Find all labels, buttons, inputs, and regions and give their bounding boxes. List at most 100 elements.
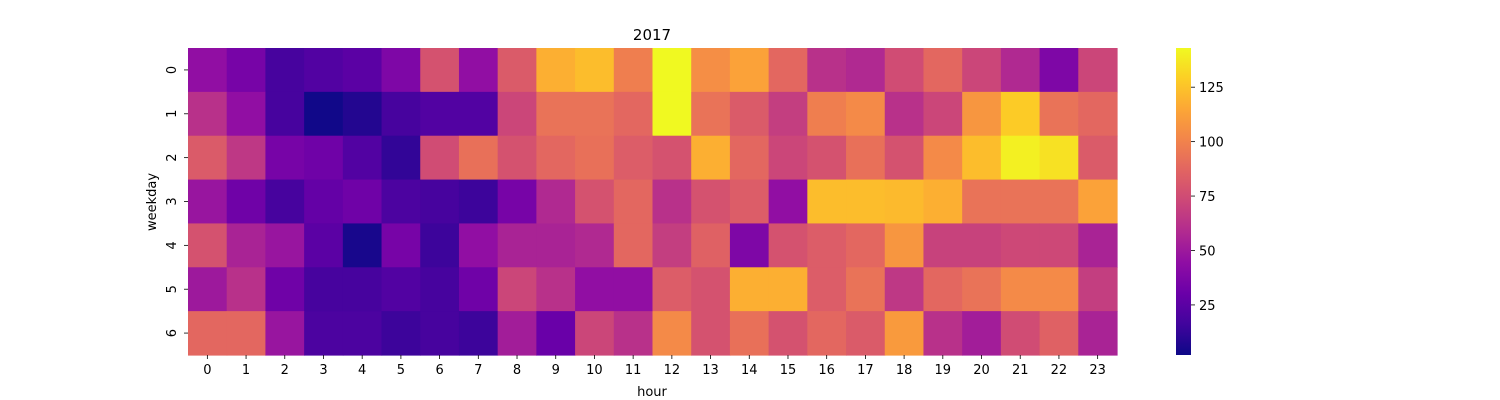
- heatmap-cell-6-13: [691, 311, 731, 356]
- heatmap-cell-2-16: [807, 135, 847, 181]
- heatmap-cell-1-23: [1078, 91, 1118, 137]
- heatmap-cell-1-12: [652, 91, 692, 137]
- heatmap-cell-4-12: [652, 223, 692, 268]
- y-axis: 0 1 2 3 4 5 6: [165, 66, 188, 337]
- heatmap-cell-6-2: [265, 311, 305, 356]
- heatmap-cell-3-9: [536, 179, 576, 225]
- heatmap-cell-1-7: [458, 91, 499, 137]
- heatmap-cell-2-22: [1039, 135, 1079, 181]
- heatmap-cell-0-8: [497, 48, 537, 93]
- y-tick-label-0: 0: [165, 66, 180, 74]
- heatmap-cell-4-17: [846, 223, 886, 268]
- heatmap-cell-4-21: [1000, 223, 1041, 268]
- heatmap-cell-6-3: [304, 311, 344, 356]
- x-axis-label: hour: [637, 385, 667, 400]
- heatmap-cell-0-23: [1078, 48, 1118, 93]
- heatmap-cell-4-14: [729, 223, 770, 268]
- colorbar: 25 50 75 100 125: [1176, 48, 1224, 355]
- colorbar-gradient: [1176, 48, 1191, 355]
- heatmap-cell-5-6: [420, 267, 460, 312]
- heatmap-cell-4-15: [768, 223, 808, 268]
- x-tick-label-23: 23: [1089, 363, 1106, 378]
- heatmap-cell-6-23: [1078, 311, 1118, 356]
- heatmap-cell-5-9: [536, 267, 576, 312]
- heatmap-cell-2-17: [846, 135, 886, 181]
- heatmap-cell-0-16: [807, 48, 847, 93]
- heatmap-cell-1-1: [226, 91, 267, 137]
- x-tick-label-18: 18: [896, 363, 913, 378]
- heatmap-cell-5-1: [226, 267, 267, 312]
- heatmap-cell-0-20: [962, 48, 1002, 93]
- heatmap-cell-4-13: [691, 223, 731, 268]
- heatmap-cell-0-12: [652, 48, 692, 93]
- heatmap-cell-3-4: [342, 179, 383, 225]
- heatmap-cell-0-18: [884, 48, 925, 93]
- heatmap-cell-5-16: [807, 267, 847, 312]
- heatmap-cell-1-4: [342, 91, 383, 137]
- heatmap-cell-2-7: [458, 135, 499, 181]
- heatmap-cell-2-15: [768, 135, 808, 181]
- heatmap-cell-2-14: [729, 135, 770, 181]
- heatmap-cell-0-0: [188, 48, 228, 93]
- heatmap-cell-4-2: [265, 223, 305, 268]
- x-tick-label-6: 6: [435, 363, 443, 378]
- heatmap-cell-5-0: [188, 267, 228, 312]
- x-tick-label-16: 16: [818, 363, 835, 378]
- heatmap-cell-0-1: [226, 48, 267, 93]
- x-tick-label-22: 22: [1051, 363, 1068, 378]
- x-tick-label-13: 13: [702, 363, 719, 378]
- heatmap-cell-3-2: [265, 179, 305, 225]
- heatmap-cell-1-21: [1000, 91, 1041, 137]
- heatmap-cell-5-21: [1000, 267, 1041, 312]
- heatmap-cell-4-5: [381, 223, 421, 268]
- heatmap-cell-4-4: [342, 223, 383, 268]
- heatmap-cell-2-6: [420, 135, 460, 181]
- heatmap-cell-5-18: [884, 267, 925, 312]
- heatmap-cells: [188, 48, 1118, 356]
- colorbar-tick-label-50: 50: [1199, 244, 1216, 259]
- heatmap-cell-3-0: [188, 179, 228, 225]
- colorbar-tick-label-75: 75: [1199, 190, 1216, 205]
- heatmap-cell-5-13: [691, 267, 731, 312]
- heatmap-cell-1-11: [613, 91, 654, 137]
- heatmap-cell-0-11: [613, 48, 654, 93]
- heatmap-cell-3-5: [381, 179, 421, 225]
- y-tick-label-1: 1: [165, 110, 180, 118]
- x-tick-label-10: 10: [586, 363, 603, 378]
- heatmap-cell-5-7: [458, 267, 499, 312]
- x-tick-label-0: 0: [203, 363, 211, 378]
- heatmap-cell-1-18: [884, 91, 925, 137]
- y-tick-label-6: 6: [165, 329, 180, 337]
- heatmap-cell-5-15: [768, 267, 808, 312]
- heatmap-cell-2-19: [923, 135, 963, 181]
- heatmap-cell-3-13: [691, 179, 731, 225]
- x-tick-label-7: 7: [474, 363, 482, 378]
- heatmap-cell-3-23: [1078, 179, 1118, 225]
- heatmap-cell-0-9: [536, 48, 576, 93]
- heatmap-cell-6-8: [497, 311, 537, 356]
- x-axis: 0 1 2 3 4 5 6 7 8 9 10 11 12 13 14 15 16 17 18 19 20 21 22 23: [203, 355, 1106, 378]
- heatmap-cell-6-17: [846, 311, 886, 356]
- heatmap-cell-1-2: [265, 91, 305, 137]
- colorbar-tick-label-100: 100: [1199, 136, 1224, 151]
- heatmap-cell-6-6: [420, 311, 460, 356]
- heatmap-cell-0-22: [1039, 48, 1079, 93]
- heatmap-cell-5-5: [381, 267, 421, 312]
- x-tick-label-9: 9: [552, 363, 560, 378]
- colorbar-tick-label-125: 125: [1199, 81, 1224, 96]
- x-tick-label-12: 12: [664, 363, 681, 378]
- heatmap-cell-2-5: [381, 135, 421, 181]
- heatmap-cell-4-11: [613, 223, 654, 268]
- y-tick-label-2: 2: [165, 154, 180, 162]
- y-tick-label-3: 3: [165, 197, 180, 205]
- heatmap-cell-1-22: [1039, 91, 1079, 137]
- heatmap-cell-4-9: [536, 223, 576, 268]
- x-tick-label-5: 5: [397, 363, 405, 378]
- x-tick-label-3: 3: [319, 363, 327, 378]
- heatmap-cell-5-12: [652, 267, 692, 312]
- heatmap-cell-6-22: [1039, 311, 1079, 356]
- heatmap-cell-2-12: [652, 135, 692, 181]
- x-tick-label-15: 15: [780, 363, 797, 378]
- heatmap-cell-1-9: [536, 91, 576, 137]
- heatmap-cell-3-18: [884, 179, 925, 225]
